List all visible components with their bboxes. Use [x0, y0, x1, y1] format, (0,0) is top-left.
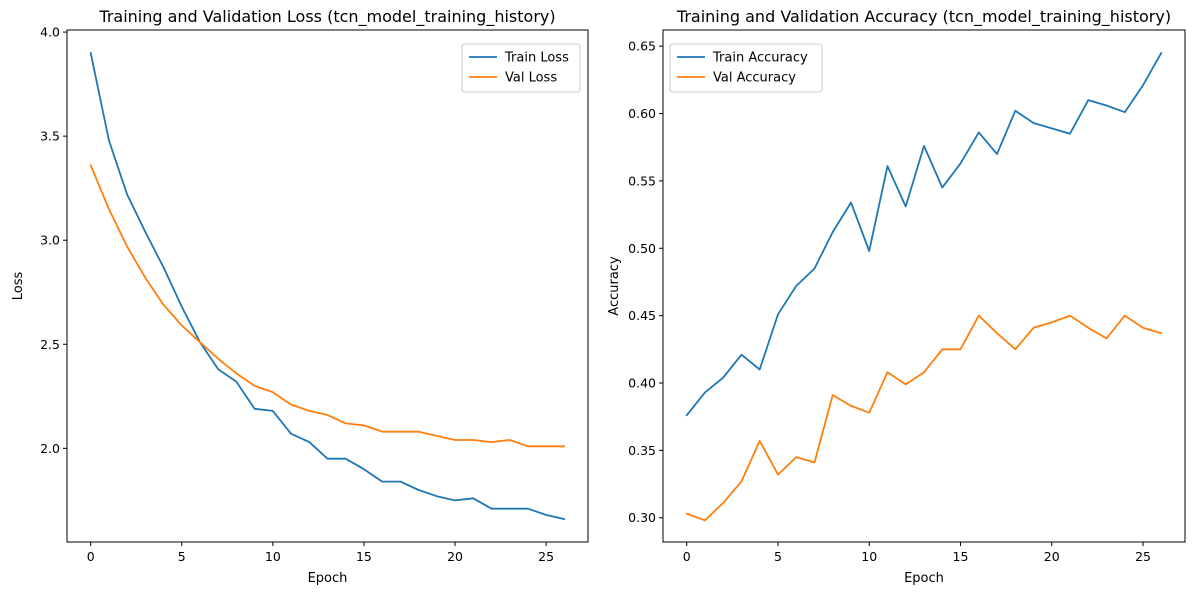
loss-y-axis-label: Loss — [11, 272, 26, 301]
accuracy-series-line-val — [685, 314, 1163, 522]
loss-y-tick-label: 2.5 — [40, 337, 60, 352]
loss-series-line-train — [89, 52, 566, 520]
accuracy-y-tick-label: 0.65 — [628, 39, 656, 54]
loss-x-tick-label: 20 — [447, 549, 463, 564]
accuracy-x-tick-label: 15 — [953, 549, 969, 564]
accuracy-y-axis-label: Accuracy — [607, 256, 622, 316]
accuracy-y-tick-label: 0.50 — [628, 241, 656, 256]
accuracy-y-tick-label: 0.60 — [628, 106, 656, 121]
accuracy-x-tick-label: 20 — [1044, 549, 1060, 564]
loss-y-tick-label: 2.0 — [40, 441, 60, 456]
loss-x-axis-label: Epoch — [308, 571, 348, 586]
loss-plot-title: Training and Validation Loss (tcn_model_… — [98, 7, 555, 27]
accuracy-axes-frame — [662, 29, 1186, 543]
loss-legend: Train Loss Val Loss — [461, 43, 581, 93]
accuracy-legend-label: Val Accuracy — [713, 71, 796, 86]
loss-y-tick-label: 3.0 — [40, 233, 60, 248]
loss-legend-label: Val Loss — [505, 71, 557, 86]
loss-panel: Training and Validation Loss (tcn_model_… — [11, 7, 589, 586]
accuracy-x-tick-label: 25 — [1135, 549, 1151, 564]
loss-x-tick-label: 0 — [87, 549, 95, 564]
accuracy-plot-title: Training and Validation Accuracy (tcn_mo… — [676, 7, 1171, 27]
accuracy-x-tick-label: 0 — [683, 549, 691, 564]
loss-x-tick-label: 10 — [265, 549, 281, 564]
accuracy-legend: Train Accuracy Val Accuracy — [669, 43, 823, 93]
loss-legend-box — [461, 43, 581, 93]
accuracy-series-line-train — [685, 52, 1163, 417]
loss-y-tick-label: 4.0 — [40, 25, 60, 40]
accuracy-x-axis-label: Epoch — [904, 571, 944, 586]
accuracy-x-tick-label: 5 — [774, 549, 782, 564]
loss-legend-label: Train Loss — [504, 51, 569, 66]
accuracy-y-tick-label: 0.35 — [628, 443, 656, 458]
accuracy-y-tick-label: 0.30 — [628, 510, 656, 525]
loss-series-line-val — [89, 164, 566, 448]
accuracy-panel: Training and Validation Accuracy (tcn_mo… — [607, 7, 1186, 586]
accuracy-legend-box — [669, 43, 823, 93]
loss-axes-frame — [66, 29, 589, 543]
accuracy-legend-label: Train Accuracy — [712, 51, 808, 66]
loss-x-tick-label: 25 — [538, 549, 554, 564]
accuracy-y-tick-label: 0.55 — [628, 173, 656, 188]
loss-x-tick-label: 5 — [178, 549, 186, 564]
loss-y-tick-label: 3.5 — [40, 129, 60, 144]
accuracy-y-tick-label: 0.40 — [628, 376, 656, 391]
accuracy-y-tick-label: 0.45 — [628, 308, 656, 323]
accuracy-x-tick-label: 10 — [861, 549, 877, 564]
loss-x-tick-label: 15 — [356, 549, 372, 564]
